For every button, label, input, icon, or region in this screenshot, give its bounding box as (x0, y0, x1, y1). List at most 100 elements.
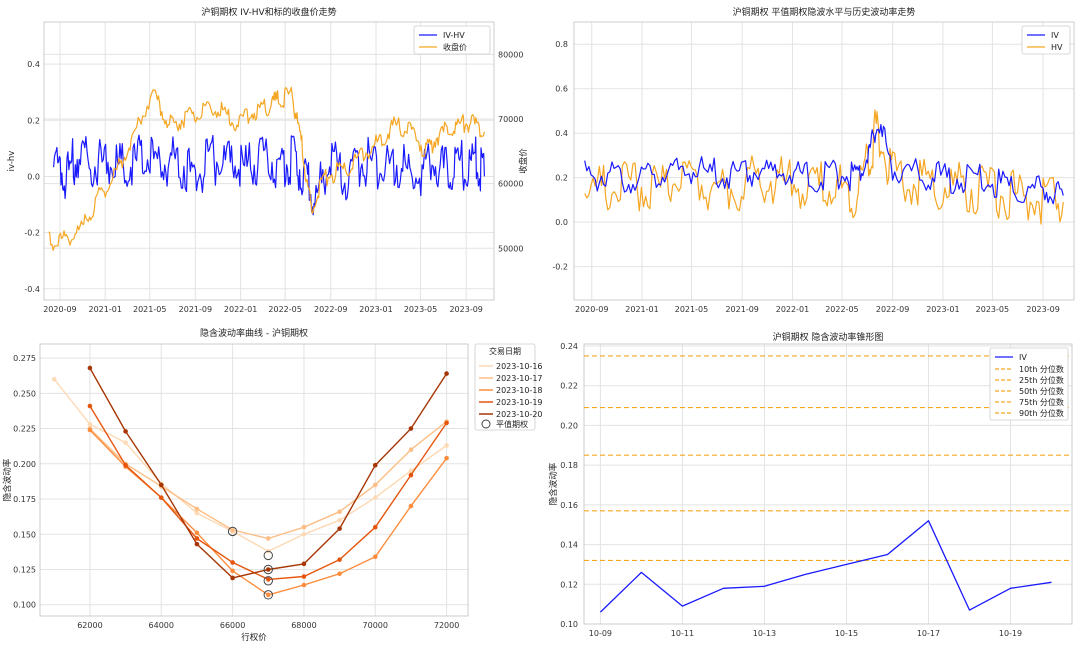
c3-y-tick: 0.225 (13, 425, 36, 434)
c3-series-point (301, 531, 307, 537)
c3-series-point (337, 557, 342, 562)
c3-series-point (87, 422, 93, 427)
c1-title: 沪铜期权 IV-HV和标的收盘价走势 (201, 6, 336, 18)
c3-series-point (194, 506, 200, 512)
c1-x-tick: 2021-09 (179, 305, 212, 314)
c2-x-tick: 2023-09 (1026, 305, 1059, 314)
c3-y-tick: 0.250 (13, 389, 36, 398)
c3-series-point (123, 440, 128, 445)
c3-series-point (408, 503, 414, 509)
c4-y-tick: 0.22 (560, 382, 578, 391)
c3-series-point (408, 468, 414, 474)
c1-x-tick: 2021-05 (133, 305, 166, 314)
c2-x-tick: 2023-05 (976, 305, 1009, 314)
c3-series-point (230, 575, 235, 581)
c3-legend-label: 2023-10-17 (496, 374, 543, 383)
c1-x-tick: 2020-09 (43, 305, 76, 314)
c3-x-tick: 70000 (363, 621, 388, 630)
c4-x-tick: 10-19 (999, 629, 1022, 638)
c3-series-point (87, 365, 93, 371)
c2-series-hv (584, 109, 1064, 225)
c1-x-tick: 2023-05 (404, 305, 437, 314)
c2-y-tick: 0.2 (555, 174, 568, 183)
c3-series-point (372, 495, 378, 500)
c2-x-tick: 2021-09 (725, 305, 758, 314)
c4-y-tick: 0.16 (560, 501, 578, 510)
c1-x-tick: 2022-05 (268, 305, 301, 314)
c3-series-point (230, 568, 235, 574)
c4-ylabel: 隐含波动率 (548, 462, 559, 505)
c3-series-line (89, 420, 448, 540)
c3-legend-label: 2023-10-20 (496, 410, 543, 419)
c1-series-close (48, 86, 485, 251)
c2-y-tick: 0.0 (555, 218, 568, 227)
c1-legend-item-close-label: 收盘价 (443, 42, 467, 52)
c3-x-tick: 64000 (149, 621, 174, 630)
c4-series-iv (599, 520, 1052, 613)
c3-series-point (194, 541, 200, 547)
c3-series-line (89, 367, 448, 579)
c4-legend-item-pct-label: 75th 分位数 (1019, 397, 1064, 407)
c3-atm-marker (263, 590, 273, 600)
c3-y-tick: 0.275 (13, 354, 36, 363)
c2-y-tick: 0.8 (555, 40, 568, 49)
c1-y2-tick: 50000 (498, 244, 523, 253)
c1-y2-tick: 80000 (498, 50, 523, 59)
c4-y-tick: 0.14 (560, 541, 578, 550)
c2-legend-item-iv-label: IV (1051, 31, 1059, 40)
c3-series-point (444, 420, 449, 426)
c3-series-point (51, 376, 57, 382)
c1-y2label: 收盘价 (518, 148, 529, 174)
c3-legend-atm-swatch (481, 419, 491, 429)
c3-series-point (408, 426, 414, 431)
c3-series-point (372, 482, 378, 488)
c1-y2-tick: 70000 (498, 115, 523, 124)
c3-title: 隐含波动率曲线 - 沪铜期权 (200, 327, 308, 339)
c1-x-tick: 2023-09 (449, 305, 482, 314)
c3-series-point (123, 462, 128, 468)
c3-series-point (158, 495, 164, 500)
c4-legend-item-pct-label: 10th 分位数 (1019, 364, 1064, 374)
c4-x-tick: 10-15 (835, 629, 858, 638)
c2-x-tick: 2020-09 (575, 305, 608, 314)
c1-x-tick: 2023-01 (359, 305, 392, 314)
c3-x-tick: 66000 (220, 621, 245, 630)
c4-x-tick: 10-11 (671, 629, 694, 638)
c2-x-tick: 2022-01 (776, 305, 809, 314)
c3-y-tick: 0.175 (13, 495, 36, 504)
c3-atm-marker (263, 576, 273, 586)
c3-series-point (301, 582, 307, 588)
c1-x-tick: 2021-01 (88, 305, 121, 314)
c2-x-tick: 2022-05 (825, 305, 858, 314)
c2-frame (573, 21, 1075, 301)
c3-series-point (194, 536, 200, 541)
c4-x-tick: 10-09 (589, 629, 612, 638)
c3-x-tick: 68000 (291, 621, 316, 630)
c3-legend-label: 2023-10-16 (496, 362, 543, 371)
c4-frame (583, 343, 1073, 625)
c2-legend (1021, 25, 1071, 55)
c2-y-tick: 0.4 (555, 129, 568, 138)
c1-y-tick: 0.4 (27, 60, 40, 69)
c1-legend-item-iv-hv-label: IV-HV (443, 31, 465, 40)
c2-y-tick: -0.2 (552, 263, 568, 272)
c1-y-tick: 0.0 (27, 172, 40, 181)
c1-x-tick: 2022-09 (314, 305, 347, 314)
c3-series-point (265, 567, 271, 572)
c3-ylabel: 隐含波动率 (2, 458, 13, 501)
c1-y2-tick: 60000 (498, 180, 523, 189)
c2-x-tick: 2021-01 (625, 305, 658, 314)
c3-series-point (372, 524, 378, 530)
c3-series-point (337, 571, 342, 577)
c3-series-point (87, 403, 93, 409)
c1-x-tick: 2022-01 (224, 305, 257, 314)
c3-series-point (230, 527, 235, 533)
c2-series-iv (584, 123, 1064, 205)
c1-y-tick: -0.4 (24, 285, 40, 294)
c4-y-tick: 0.24 (560, 342, 578, 351)
c3-series-line (53, 378, 448, 552)
c3-series-point (372, 462, 378, 468)
c1-y-tick: 0.2 (27, 116, 40, 125)
c3-series-point (444, 455, 449, 461)
